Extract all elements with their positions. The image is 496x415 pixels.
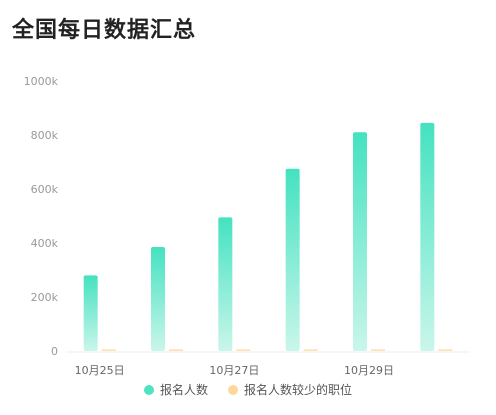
y-tick-label: 0: [51, 345, 58, 358]
y-tick-label: 200k: [31, 291, 59, 304]
bar-signups: [151, 247, 165, 351]
bar-low-positions: [236, 349, 251, 351]
legend-item-low-positions[interactable]: 报名人数较少的职位: [228, 381, 352, 398]
legend-label: 报名人数较少的职位: [244, 383, 353, 397]
bar-low-positions: [303, 349, 318, 351]
page-title: 全国每日数据汇总: [12, 18, 197, 43]
bar-low-positions: [101, 349, 116, 351]
bar-signups: [218, 217, 233, 351]
y-tick-label: 400k: [31, 237, 59, 250]
bar-signups: [83, 275, 98, 351]
x-tick-label: 10月25日: [75, 364, 125, 377]
y-tick-label: 1000k: [24, 75, 59, 88]
x-tick-label: 10月27日: [209, 364, 259, 377]
bar-signups: [353, 132, 367, 351]
bar-signups: [285, 168, 300, 351]
y-tick-label: 800k: [31, 129, 59, 142]
bar-low-positions: [169, 349, 183, 351]
legend-dot-icon: [228, 384, 238, 395]
bar-low-positions: [438, 349, 453, 351]
bar-chart: 0 200k 400k 600k 800k 1000k 10月25日 10月27日 10月29…: [24, 75, 470, 377]
legend-label: 报名人数: [159, 383, 208, 397]
x-tick-label: 10月29日: [344, 364, 394, 377]
y-tick-label: 600k: [31, 183, 59, 196]
bar-low-positions: [371, 349, 385, 351]
legend-dot-icon: [143, 384, 154, 395]
legend-item-signups[interactable]: 报名人数: [143, 381, 208, 398]
chart-legend: 报名人数 报名人数较少的职位: [0, 381, 496, 398]
bar-signups: [420, 122, 435, 351]
